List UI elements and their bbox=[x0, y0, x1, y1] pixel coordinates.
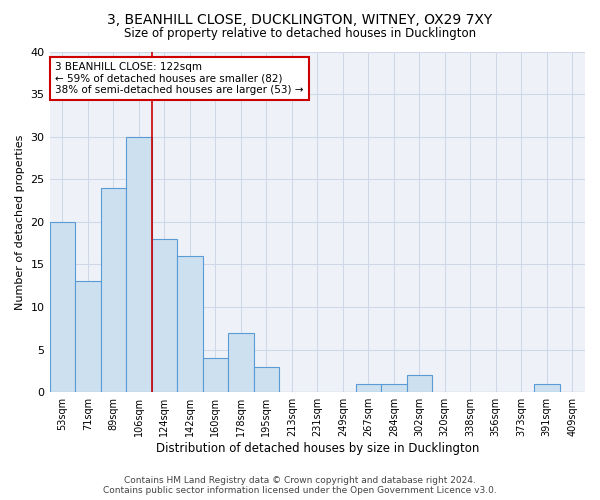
Bar bbox=[152, 239, 177, 392]
Bar bbox=[126, 136, 152, 392]
Text: Size of property relative to detached houses in Ducklington: Size of property relative to detached ho… bbox=[124, 28, 476, 40]
Bar bbox=[203, 358, 228, 392]
Text: 3, BEANHILL CLOSE, DUCKLINGTON, WITNEY, OX29 7XY: 3, BEANHILL CLOSE, DUCKLINGTON, WITNEY, … bbox=[107, 12, 493, 26]
Bar bbox=[381, 384, 407, 392]
Y-axis label: Number of detached properties: Number of detached properties bbox=[15, 134, 25, 310]
Bar bbox=[50, 222, 75, 392]
Bar bbox=[407, 375, 432, 392]
Bar bbox=[356, 384, 381, 392]
Bar bbox=[254, 366, 279, 392]
Bar bbox=[177, 256, 203, 392]
X-axis label: Distribution of detached houses by size in Ducklington: Distribution of detached houses by size … bbox=[155, 442, 479, 455]
Bar bbox=[75, 282, 101, 392]
Bar bbox=[101, 188, 126, 392]
Bar bbox=[228, 332, 254, 392]
Text: Contains HM Land Registry data © Crown copyright and database right 2024.
Contai: Contains HM Land Registry data © Crown c… bbox=[103, 476, 497, 495]
Bar bbox=[534, 384, 560, 392]
Text: 3 BEANHILL CLOSE: 122sqm
← 59% of detached houses are smaller (82)
38% of semi-d: 3 BEANHILL CLOSE: 122sqm ← 59% of detach… bbox=[55, 62, 304, 95]
